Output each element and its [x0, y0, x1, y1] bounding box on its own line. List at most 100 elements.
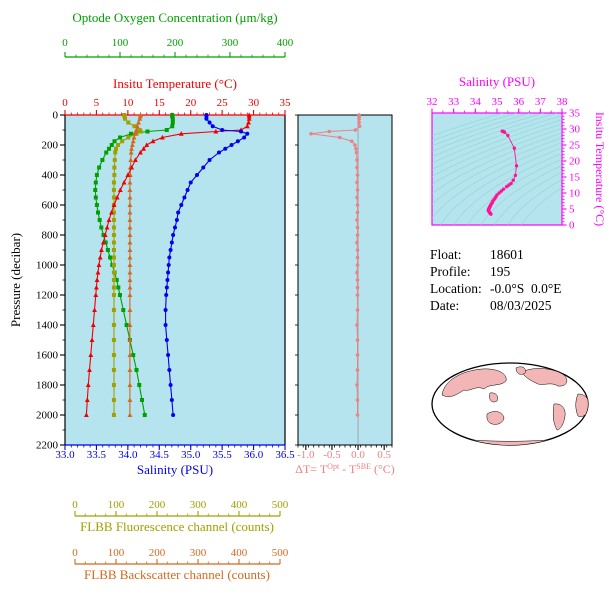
svg-text:15: 15	[569, 172, 581, 184]
salinity-axis: 33.0 33.5 34.0 34.5 35.0 35.5 36.0 36.5 Salinity…	[55, 444, 295, 477]
map-land-eurasia	[441, 368, 507, 397]
float-info-block: Float: 18601 Profile: 195 Location: -0.0°S …	[430, 246, 608, 314]
temperature-series	[83, 112, 252, 417]
delta-t-series	[309, 113, 362, 417]
svg-text:800: 800	[42, 230, 59, 242]
date-label: Date:	[430, 298, 460, 313]
svg-text:1400: 1400	[36, 320, 59, 332]
svg-text:Insitu Temperature (°C): Insitu Temperature (°C)	[113, 76, 237, 91]
svg-text:-0.5: -0.5	[323, 449, 341, 461]
map-land-africa	[575, 393, 588, 417]
delta-t-plot	[295, 114, 393, 446]
location-label: Location:	[430, 281, 482, 296]
svg-text:36: 36	[513, 96, 525, 108]
svg-text:ΔT= TOpt - TSBE (°C): ΔT= TOpt - TSBE (°C)	[295, 462, 395, 476]
svg-text:400: 400	[231, 547, 248, 559]
info-line-date: Date: 08/03/2025	[430, 297, 608, 314]
isopycnal-contours	[432, 113, 562, 225]
location-value: -0.0°S 0.0°E	[490, 281, 562, 296]
svg-text:2200: 2200	[36, 440, 59, 452]
main-profile-plot	[64, 115, 286, 445]
svg-text:33: 33	[448, 96, 460, 108]
svg-text:35.5: 35.5	[213, 449, 233, 461]
svg-text:15: 15	[154, 97, 166, 109]
svg-text:FLBB Backscatter channel (coun: FLBB Backscatter channel (counts)	[84, 567, 270, 582]
map-land-south-america	[552, 403, 566, 431]
svg-text:600: 600	[42, 200, 59, 212]
svg-text:200: 200	[149, 547, 166, 559]
date-value: 08/03/2025	[490, 298, 552, 313]
float-value: 18601	[490, 247, 524, 262]
svg-text:35: 35	[569, 108, 581, 120]
svg-text:10: 10	[122, 97, 134, 109]
map-land-australia	[486, 411, 505, 425]
svg-text:200: 200	[42, 140, 59, 152]
svg-text:500: 500	[272, 499, 289, 511]
svg-text:1600: 1600	[36, 350, 59, 362]
svg-text:1800: 1800	[36, 380, 59, 392]
svg-text:30: 30	[569, 124, 581, 136]
svg-text:Pressure (decibar): Pressure (decibar)	[8, 233, 23, 327]
map-land-greenland	[515, 366, 526, 375]
world-map	[431, 362, 589, 446]
info-line-profile: Profile: 195	[430, 263, 608, 280]
delta-t-axis: -1.0 -0.5 0.0 0.5ΔT= TOpt - TSBE (°C)	[295, 445, 395, 476]
svg-text:300: 300	[190, 499, 207, 511]
svg-text:300: 300	[222, 37, 239, 49]
svg-text:30: 30	[248, 97, 260, 109]
pressure-axis: 0 200 400 600 800 1000 1200 1400 1600 1800 2000 220…	[8, 110, 65, 452]
map-land-seasia	[489, 392, 498, 403]
svg-text:0.5: 0.5	[377, 449, 391, 461]
svg-text:20: 20	[569, 156, 581, 168]
svg-text:10: 10	[569, 188, 581, 200]
svg-text:400: 400	[42, 170, 59, 182]
svg-text:300: 300	[190, 547, 207, 559]
svg-text:34.0: 34.0	[118, 449, 138, 461]
fluorescence-axis: 0 100 200 300 400 500 FLBB Fluorescence channe…	[72, 499, 289, 534]
map-land-north-america	[521, 368, 568, 387]
svg-text:100: 100	[112, 37, 129, 49]
svg-text:34: 34	[470, 96, 482, 108]
svg-text:5: 5	[94, 97, 100, 109]
info-line-location: Location: -0.0°S 0.0°E	[430, 280, 608, 297]
svg-text:25: 25	[569, 140, 581, 152]
ts-temperature-axis: 0 5 10 15 20 25 30 35 Insitu Temperature (°C)	[562, 108, 607, 232]
svg-text:0: 0	[62, 37, 68, 49]
ts-plot	[431, 112, 563, 226]
svg-text:0: 0	[569, 220, 575, 232]
backscatter-series	[127, 112, 143, 417]
svg-text:0.0: 0.0	[351, 449, 365, 461]
temperature-axis: 0 5 10 15 20 25 30 35 Insitu Temperature (°C)	[62, 76, 292, 116]
svg-text:Insitu Temperature (°C): Insitu Temperature (°C)	[593, 112, 607, 226]
svg-text:100: 100	[108, 499, 125, 511]
svg-text:36.5: 36.5	[275, 449, 295, 461]
svg-text:35: 35	[492, 96, 504, 108]
profile-label: Profile:	[430, 264, 471, 279]
svg-text:25: 25	[217, 97, 229, 109]
svg-text:33.5: 33.5	[87, 449, 107, 461]
svg-text:100: 100	[108, 547, 125, 559]
svg-text:0: 0	[72, 499, 78, 511]
fluorescence-series	[111, 113, 143, 417]
svg-text:200: 200	[167, 37, 184, 49]
svg-text:400: 400	[231, 499, 248, 511]
svg-text:35.0: 35.0	[181, 449, 201, 461]
ts-series	[486, 129, 519, 216]
svg-text:Optode Oxygen Concentration (μ: Optode Oxygen Concentration (μm/kg)	[72, 10, 277, 25]
svg-text:1000: 1000	[36, 260, 59, 272]
svg-text:200: 200	[149, 499, 166, 511]
svg-text:-1.0: -1.0	[297, 449, 315, 461]
svg-text:34.5: 34.5	[150, 449, 170, 461]
svg-text:1200: 1200	[36, 290, 59, 302]
svg-text:32: 32	[427, 96, 438, 108]
svg-text:36.0: 36.0	[244, 449, 264, 461]
svg-text:38: 38	[557, 96, 569, 108]
svg-text:500: 500	[272, 547, 289, 559]
svg-text:37: 37	[535, 96, 547, 108]
svg-text:35: 35	[280, 97, 292, 109]
svg-text:33.0: 33.0	[55, 449, 75, 461]
